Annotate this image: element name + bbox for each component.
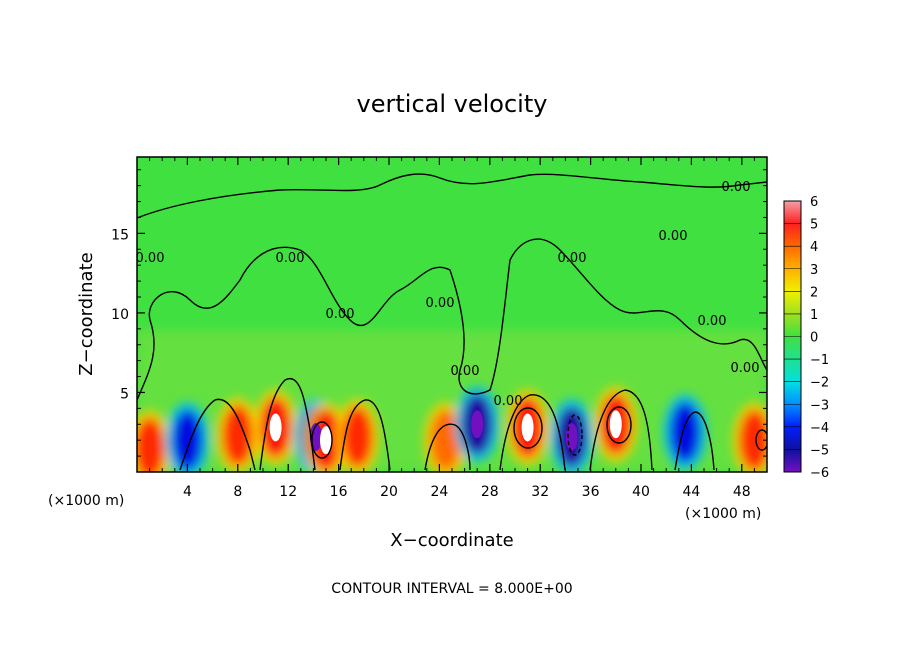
colorbar-tick-label: 6 bbox=[810, 195, 818, 210]
x-tick-label: 12 bbox=[279, 484, 297, 500]
y-tick-label: 5 bbox=[120, 386, 129, 402]
x-tick-label: 16 bbox=[330, 484, 348, 500]
field-cell bbox=[670, 402, 701, 463]
colorbar-tick-label: 3 bbox=[810, 263, 818, 278]
chart-title: vertical velocity bbox=[357, 90, 548, 118]
colorbar-tick-label: −2 bbox=[810, 376, 829, 391]
contour-label: 0.00 bbox=[558, 251, 587, 266]
x-tick-label: 48 bbox=[733, 484, 751, 500]
contour-cores bbox=[311, 406, 767, 459]
x-tick-label: 4 bbox=[183, 484, 192, 500]
contour-label: 0.00 bbox=[451, 364, 480, 379]
contour-label: 0.00 bbox=[722, 180, 751, 195]
y-tick-label: 15 bbox=[111, 227, 129, 243]
colorbar-tick-label: 1 bbox=[810, 308, 818, 323]
field-cell bbox=[739, 410, 767, 471]
contour-label: 0.00 bbox=[326, 307, 355, 322]
field-core bbox=[269, 413, 282, 442]
contour-interval-footer: CONTOUR INTERVAL = 8.000E+00 bbox=[331, 581, 572, 597]
colorbar-tick-label: −1 bbox=[810, 353, 829, 368]
contour-lines bbox=[137, 173, 767, 471]
field-cell bbox=[172, 410, 203, 471]
colorbar-tick-label: 4 bbox=[810, 240, 818, 255]
colorbar-tick-label: −3 bbox=[810, 398, 829, 413]
field-core bbox=[320, 426, 332, 455]
colorbar-tick-label: 0 bbox=[810, 331, 818, 346]
x-tick-label: 28 bbox=[481, 484, 499, 500]
colorbar-frame bbox=[783, 200, 802, 473]
plot-field bbox=[137, 157, 767, 472]
contour-label: 0.00 bbox=[731, 361, 760, 376]
field-cell bbox=[342, 407, 373, 467]
y-tick-label: 10 bbox=[111, 307, 129, 323]
field-cell bbox=[222, 405, 253, 466]
field-core bbox=[609, 410, 622, 439]
contour-label: 0.00 bbox=[494, 394, 523, 409]
field-core bbox=[521, 413, 534, 442]
colorbar-tick-label: −5 bbox=[810, 443, 829, 458]
x-tick-label: 32 bbox=[531, 484, 549, 500]
y-unit-label: (×1000 m) bbox=[48, 493, 124, 509]
contour-label: 0.00 bbox=[426, 296, 455, 311]
x-axis-label: X−coordinate bbox=[390, 530, 513, 551]
field-cell bbox=[137, 418, 165, 472]
field-core bbox=[471, 410, 484, 439]
x-tick-label: 20 bbox=[380, 484, 398, 500]
colorbar-tick-label: −6 bbox=[810, 466, 829, 481]
x-tick-label: 36 bbox=[582, 484, 600, 500]
colorbar-tick-label: 5 bbox=[810, 218, 818, 233]
x-tick-label: 40 bbox=[632, 484, 650, 500]
x-tick-label: 44 bbox=[682, 484, 700, 500]
colorbar-tick-label: −4 bbox=[810, 421, 829, 436]
contour-label: 0.00 bbox=[659, 229, 688, 244]
contour-label: 0.00 bbox=[276, 251, 305, 266]
x-tick-label: 8 bbox=[233, 484, 242, 500]
colorbar-tick-label: 2 bbox=[810, 285, 818, 300]
contour-label: 0.00 bbox=[698, 314, 727, 329]
x-tick-label: 24 bbox=[430, 484, 448, 500]
x-unit-label: (×1000 m) bbox=[685, 506, 761, 522]
y-axis-label: Z−coordinate bbox=[76, 252, 97, 375]
contour-label: 0.00 bbox=[136, 251, 165, 266]
